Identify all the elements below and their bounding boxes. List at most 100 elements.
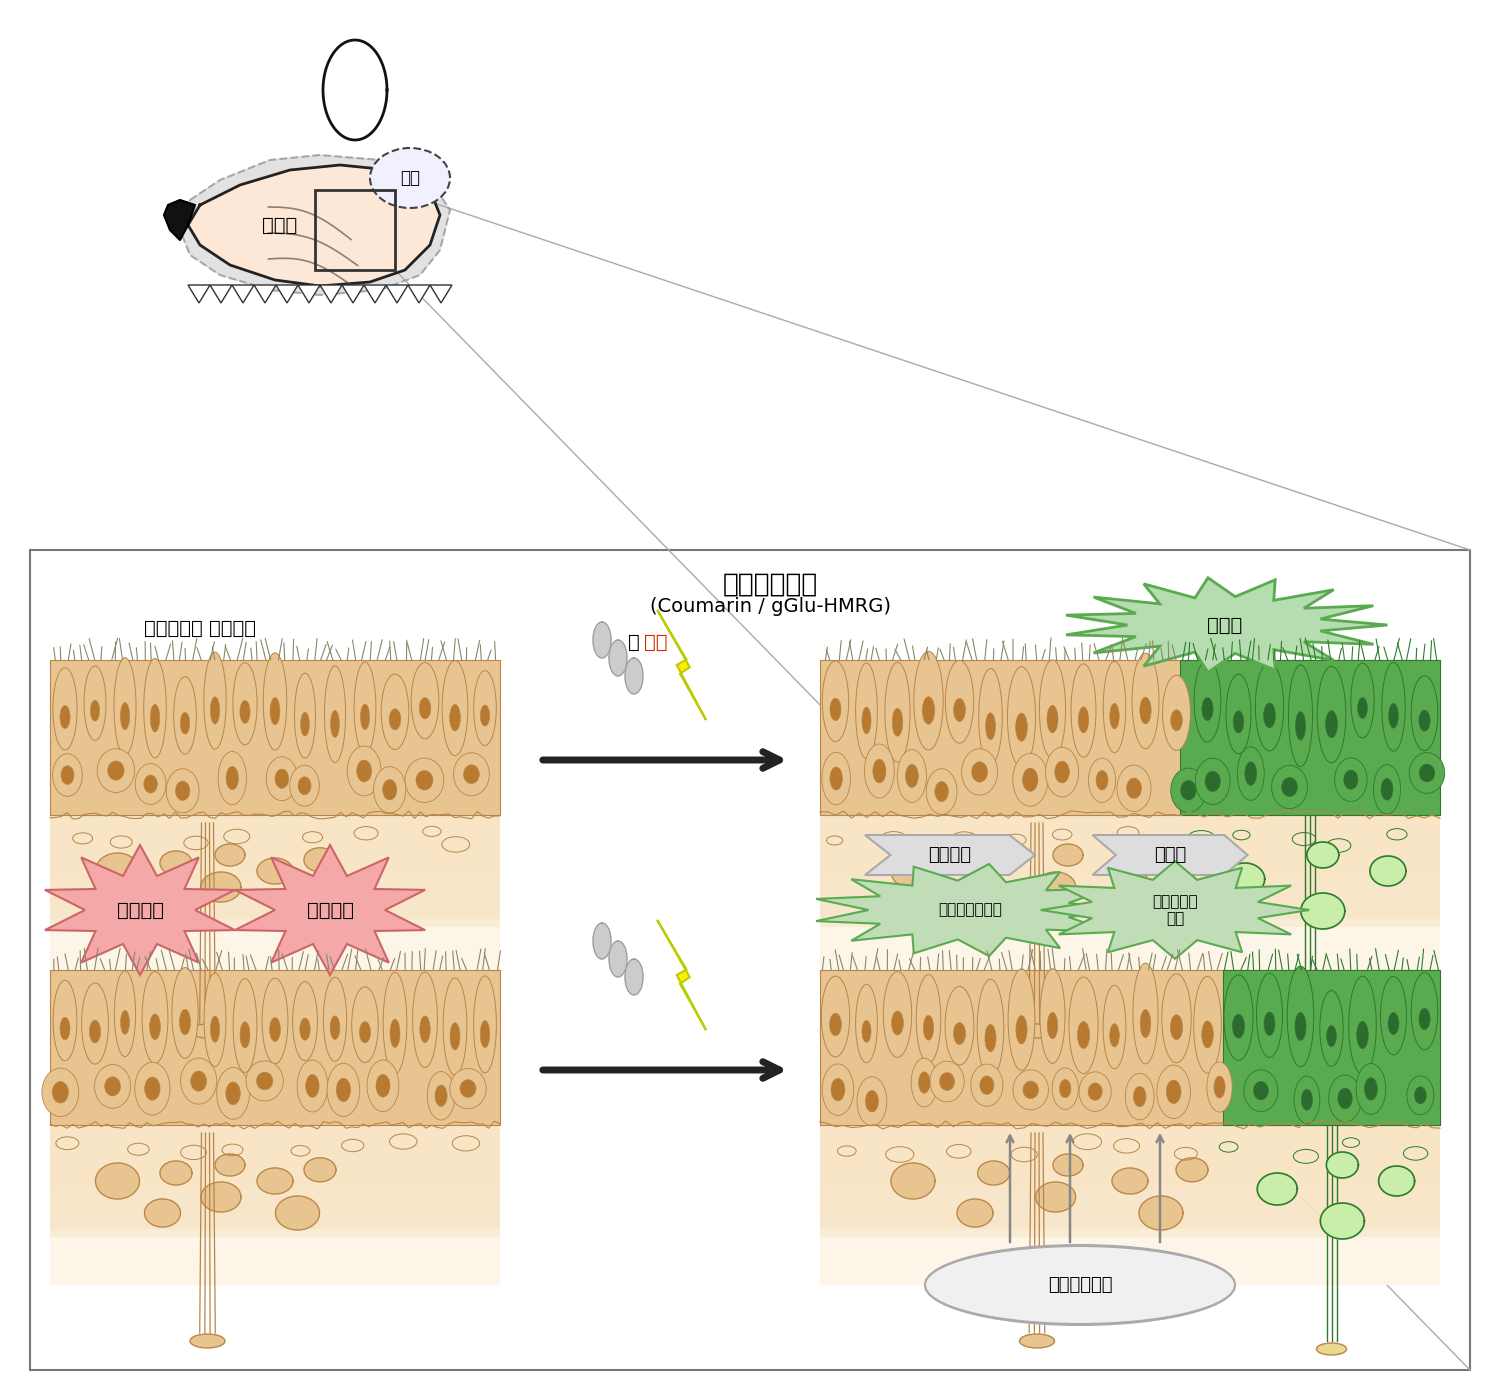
Polygon shape — [957, 889, 993, 917]
Ellipse shape — [1281, 777, 1298, 797]
Ellipse shape — [1320, 991, 1342, 1067]
Ellipse shape — [256, 1072, 273, 1089]
Ellipse shape — [474, 976, 496, 1072]
Polygon shape — [1370, 855, 1406, 886]
Polygon shape — [276, 886, 320, 920]
Ellipse shape — [135, 1063, 170, 1114]
Ellipse shape — [918, 1072, 930, 1093]
Ellipse shape — [204, 652, 226, 749]
Ellipse shape — [865, 1091, 879, 1112]
Ellipse shape — [1040, 969, 1065, 1064]
Ellipse shape — [62, 766, 74, 784]
Ellipse shape — [411, 662, 440, 739]
Ellipse shape — [1374, 764, 1401, 813]
Polygon shape — [50, 815, 500, 951]
Ellipse shape — [226, 766, 238, 790]
Ellipse shape — [1344, 770, 1358, 790]
Polygon shape — [180, 155, 450, 295]
Ellipse shape — [166, 769, 200, 813]
Ellipse shape — [1263, 703, 1275, 728]
Ellipse shape — [926, 1246, 1234, 1324]
Polygon shape — [1326, 1152, 1359, 1177]
Ellipse shape — [1256, 662, 1284, 750]
Ellipse shape — [1078, 707, 1089, 734]
Polygon shape — [1138, 1196, 1184, 1231]
Ellipse shape — [176, 781, 190, 801]
Ellipse shape — [1047, 706, 1058, 734]
Ellipse shape — [1172, 769, 1206, 812]
Ellipse shape — [150, 704, 159, 732]
Ellipse shape — [226, 1082, 240, 1105]
Ellipse shape — [240, 1022, 250, 1049]
Ellipse shape — [1412, 973, 1438, 1050]
Ellipse shape — [978, 668, 1002, 764]
Polygon shape — [304, 848, 336, 872]
Polygon shape — [821, 815, 1440, 951]
Polygon shape — [1179, 659, 1440, 815]
Bar — [315, 190, 394, 270]
Ellipse shape — [1338, 1088, 1353, 1109]
Ellipse shape — [142, 972, 168, 1064]
Ellipse shape — [60, 706, 70, 728]
Ellipse shape — [450, 704, 460, 731]
Polygon shape — [430, 286, 451, 302]
Polygon shape — [1176, 848, 1208, 872]
Ellipse shape — [120, 1011, 129, 1035]
Ellipse shape — [416, 770, 434, 790]
Ellipse shape — [1410, 753, 1444, 794]
Ellipse shape — [144, 776, 158, 792]
Ellipse shape — [862, 1021, 871, 1043]
Ellipse shape — [360, 1022, 370, 1043]
Ellipse shape — [217, 752, 246, 805]
Ellipse shape — [464, 764, 480, 784]
Ellipse shape — [382, 973, 406, 1074]
Polygon shape — [1257, 1173, 1298, 1205]
Ellipse shape — [180, 1058, 216, 1105]
Ellipse shape — [986, 1025, 996, 1051]
Ellipse shape — [1419, 1008, 1430, 1030]
Ellipse shape — [1244, 1070, 1278, 1112]
Polygon shape — [821, 1126, 1440, 1189]
Ellipse shape — [450, 1068, 486, 1109]
Polygon shape — [821, 659, 1440, 815]
Ellipse shape — [382, 780, 398, 799]
Ellipse shape — [1294, 1077, 1320, 1123]
Ellipse shape — [266, 757, 297, 801]
Ellipse shape — [1013, 753, 1048, 806]
Polygon shape — [1112, 1168, 1148, 1194]
Ellipse shape — [1126, 778, 1142, 798]
Ellipse shape — [98, 749, 135, 792]
Ellipse shape — [480, 706, 489, 727]
Ellipse shape — [53, 1082, 69, 1103]
Ellipse shape — [180, 1009, 190, 1035]
Ellipse shape — [1407, 1075, 1434, 1114]
Ellipse shape — [855, 664, 877, 759]
Ellipse shape — [1059, 1079, 1071, 1098]
Ellipse shape — [1224, 974, 1252, 1060]
Ellipse shape — [864, 743, 894, 798]
Polygon shape — [1112, 858, 1148, 883]
Ellipse shape — [90, 1021, 101, 1043]
Ellipse shape — [1356, 1064, 1386, 1114]
Ellipse shape — [94, 1064, 130, 1109]
Polygon shape — [256, 858, 292, 883]
Ellipse shape — [330, 710, 339, 738]
Polygon shape — [254, 286, 276, 302]
Polygon shape — [50, 1126, 500, 1261]
Polygon shape — [821, 927, 1440, 974]
Ellipse shape — [1040, 659, 1065, 759]
Polygon shape — [214, 1154, 244, 1176]
Ellipse shape — [822, 752, 850, 805]
Ellipse shape — [962, 749, 998, 795]
Ellipse shape — [292, 981, 318, 1061]
Ellipse shape — [336, 1078, 351, 1102]
Text: 鼻粘膜: 鼻粘膜 — [262, 216, 297, 234]
Ellipse shape — [1020, 1334, 1054, 1348]
Ellipse shape — [1294, 1033, 1324, 1044]
Ellipse shape — [970, 1064, 1004, 1106]
Polygon shape — [657, 920, 706, 1030]
Ellipse shape — [1132, 963, 1158, 1064]
Ellipse shape — [210, 697, 219, 724]
Ellipse shape — [413, 972, 438, 1067]
Polygon shape — [164, 200, 195, 239]
